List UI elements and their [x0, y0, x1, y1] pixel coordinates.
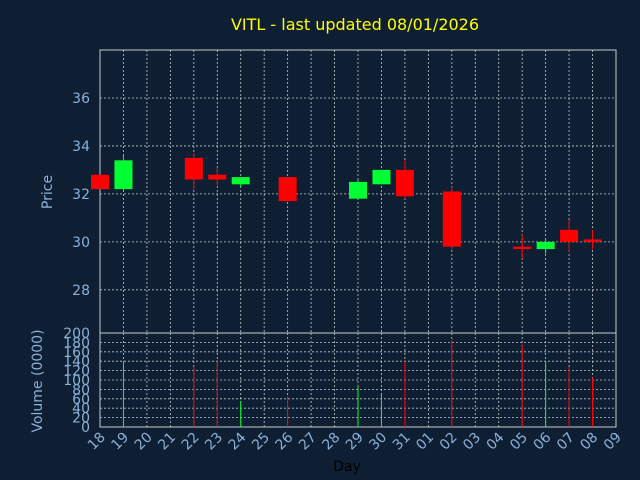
candle-body: [184, 157, 203, 180]
x-tick-label: 02: [437, 430, 461, 454]
x-tick-label: 30: [366, 430, 390, 454]
candle-body: [231, 177, 250, 185]
candle-body: [372, 169, 391, 185]
volume-tick-label: 120: [63, 364, 90, 380]
candle-body: [560, 229, 579, 242]
volume-tick-label: 160: [63, 345, 90, 361]
candle-24: [231, 177, 250, 187]
x-tick-label: 29: [343, 430, 367, 454]
x-tick-label: 31: [390, 430, 414, 454]
candle-body: [91, 174, 109, 190]
price-tick-label: 36: [72, 91, 90, 107]
price-axis-label: Price: [40, 175, 56, 209]
candle-07: [560, 220, 579, 252]
candle-body: [583, 239, 602, 242]
x-tick-label: 23: [202, 430, 226, 454]
candle-body: [208, 174, 227, 180]
x-tick-label: 19: [108, 430, 132, 454]
x-tick-label: 08: [577, 430, 601, 454]
volume-tick-label: 40: [72, 401, 90, 417]
candle-body: [395, 169, 414, 197]
x-tick-label: 28: [319, 430, 343, 454]
x-tick-label: 05: [507, 430, 531, 454]
volume-tick-label: 180: [63, 335, 90, 351]
volume-tick-label: 200: [63, 326, 90, 342]
x-tick-label: 25: [249, 430, 273, 454]
volume-tick-label: 0: [81, 420, 90, 436]
chart-title: VITL - last updated 08/01/2026: [231, 15, 479, 34]
candle-body: [114, 160, 133, 190]
price-panel: 28 30 32 34 36: [72, 49, 617, 334]
x-tick-label: 03: [460, 430, 484, 454]
candle-22: [184, 153, 203, 190]
volume-tick-label: 20: [72, 411, 90, 427]
candle-29: [349, 179, 367, 199]
x-tick-label: 07: [554, 430, 578, 454]
x-axis: 18 19 20 21 22 23 24 25 26 27 28 29 30 31 01 02 03 04 05 06…: [85, 429, 625, 453]
volume-tick-label: 140: [63, 354, 90, 370]
price-tick-label: 34: [72, 139, 90, 155]
x-tick-label: 27: [296, 430, 320, 454]
volume-tick-label: 80: [72, 382, 90, 398]
x-tick-label: 04: [484, 429, 508, 453]
candle-05: [513, 234, 532, 259]
candle-30: [372, 169, 391, 185]
candle-23: [208, 167, 227, 187]
candle-body: [349, 181, 367, 199]
price-tick-label: 32: [72, 187, 90, 203]
x-axis-label: Day: [333, 459, 361, 475]
x-tick-label: 06: [531, 429, 555, 453]
candle-08: [583, 229, 602, 250]
candle-19: [114, 155, 133, 192]
candle-06: [536, 239, 555, 254]
candle-body: [278, 177, 297, 202]
candle-body: [536, 241, 555, 250]
x-tick-label: 09: [601, 430, 625, 454]
candle-02: [442, 186, 461, 250]
candle-26: [278, 177, 297, 202]
x-tick-label: 26: [273, 429, 297, 453]
candle-18: [91, 174, 109, 190]
candle-body: [442, 191, 461, 247]
price-tick-label: 30: [72, 235, 90, 251]
candle-body: [513, 246, 532, 250]
x-tick-label: 21: [155, 430, 179, 454]
volume-tick-label: 100: [63, 373, 90, 389]
price-tick-label: 28: [72, 283, 90, 299]
x-tick-label: 20: [132, 430, 156, 454]
x-tick-label: 01: [413, 430, 437, 454]
x-tick-label: 22: [179, 430, 203, 454]
x-tick-label: 24: [226, 429, 250, 453]
candle-31: [395, 160, 414, 199]
volume-axis-label: Volume (0000): [30, 329, 46, 432]
volume-tick-label: 60: [72, 392, 90, 408]
